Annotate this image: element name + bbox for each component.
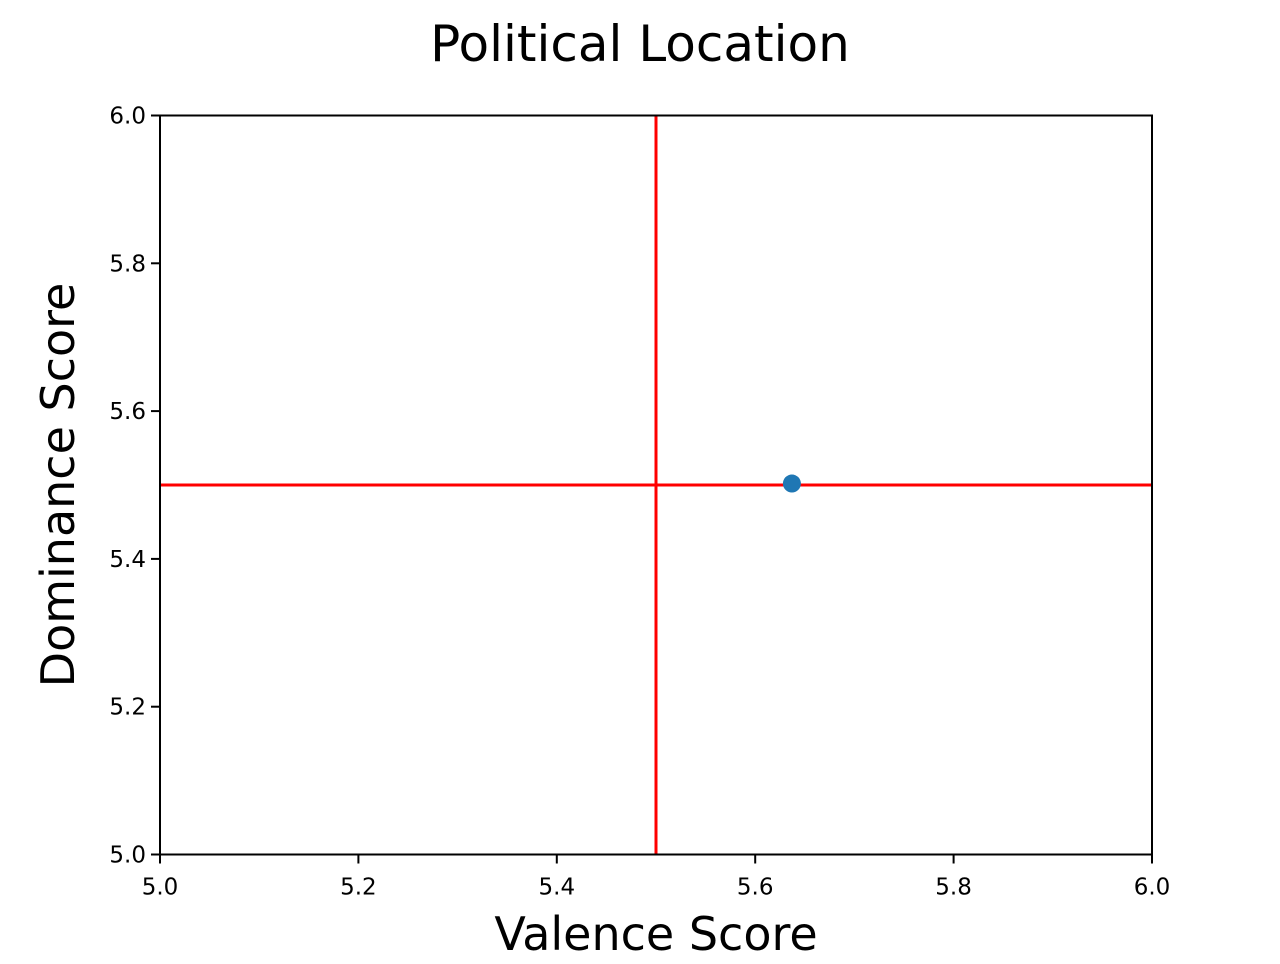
y-tick-label: 5.2 [109,695,146,721]
y-tick-label: 5.8 [109,251,146,277]
x-tick-label: 5.4 [539,875,576,901]
plot-frame [159,114,1153,856]
x-tick-label: 5.0 [142,875,179,901]
x-tick-label: 6.0 [1134,875,1171,901]
y-tick-label: 5.4 [109,547,146,573]
x-tick-label: 5.8 [935,875,972,901]
data-point [782,474,801,493]
y-tick-label: 6.0 [109,104,146,130]
x-axis-ticks: 5.0 5.2 5.4 5.6 5.8 6.0 [142,854,1171,901]
x-axis-label: Valence Score [494,907,817,960]
x-tick-label: 5.6 [737,875,774,901]
y-axis-ticks: 5.0 5.2 5.4 5.6 5.8 6.0 [109,104,160,869]
x-tick-label: 5.2 [340,875,377,901]
y-axis-label: Dominance Score [31,283,85,688]
data-points [782,474,801,493]
y-tick-label: 5.6 [109,399,146,425]
y-tick-label: 5.0 [109,843,146,869]
chart-title: Political Location [430,15,850,73]
reference-lines [160,115,1152,855]
